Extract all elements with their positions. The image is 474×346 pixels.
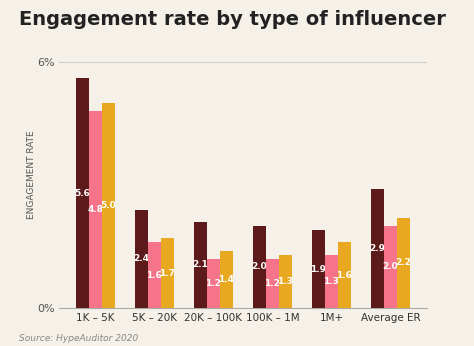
Bar [266, 259, 279, 308]
Bar [279, 255, 292, 308]
Text: 1.3: 1.3 [277, 277, 293, 286]
Text: 5.6: 5.6 [74, 189, 91, 198]
Text: 2.1: 2.1 [192, 261, 209, 270]
Text: Engagement rate by type of influencer: Engagement rate by type of influencer [19, 10, 446, 29]
Text: 1.9: 1.9 [310, 264, 327, 273]
Text: 1.7: 1.7 [159, 268, 175, 277]
Text: 1.3: 1.3 [323, 277, 339, 286]
Bar [161, 238, 174, 308]
Bar [220, 251, 233, 308]
Bar [384, 226, 397, 308]
Text: 2.0: 2.0 [383, 263, 398, 272]
Bar [89, 111, 102, 308]
Text: 1.4: 1.4 [219, 275, 235, 284]
Bar [312, 230, 325, 308]
Bar [102, 103, 115, 308]
Y-axis label: ENGAGEMENT RATE: ENGAGEMENT RATE [27, 130, 36, 219]
Text: 1.2: 1.2 [206, 279, 221, 288]
Text: 2.9: 2.9 [369, 244, 385, 253]
Bar [338, 242, 351, 308]
Text: 4.8: 4.8 [87, 205, 103, 214]
Bar [76, 79, 89, 308]
Text: 2.2: 2.2 [395, 258, 411, 267]
Bar [397, 218, 410, 308]
Bar [371, 189, 384, 308]
Text: 2.4: 2.4 [134, 254, 149, 263]
Bar [135, 210, 148, 308]
Text: 1.6: 1.6 [337, 271, 352, 280]
Text: 1.6: 1.6 [146, 271, 163, 280]
Bar [253, 226, 266, 308]
Bar [148, 242, 161, 308]
Bar [194, 222, 207, 308]
Text: 2.0: 2.0 [252, 263, 267, 272]
Text: 5.0: 5.0 [100, 201, 116, 210]
Text: Source: HypeAuditor 2020: Source: HypeAuditor 2020 [19, 334, 138, 343]
Bar [207, 259, 220, 308]
Text: 1.2: 1.2 [264, 279, 280, 288]
Legend: 2018, 2019, 2020: 2018, 2019, 2020 [249, 0, 424, 2]
Bar [325, 255, 338, 308]
